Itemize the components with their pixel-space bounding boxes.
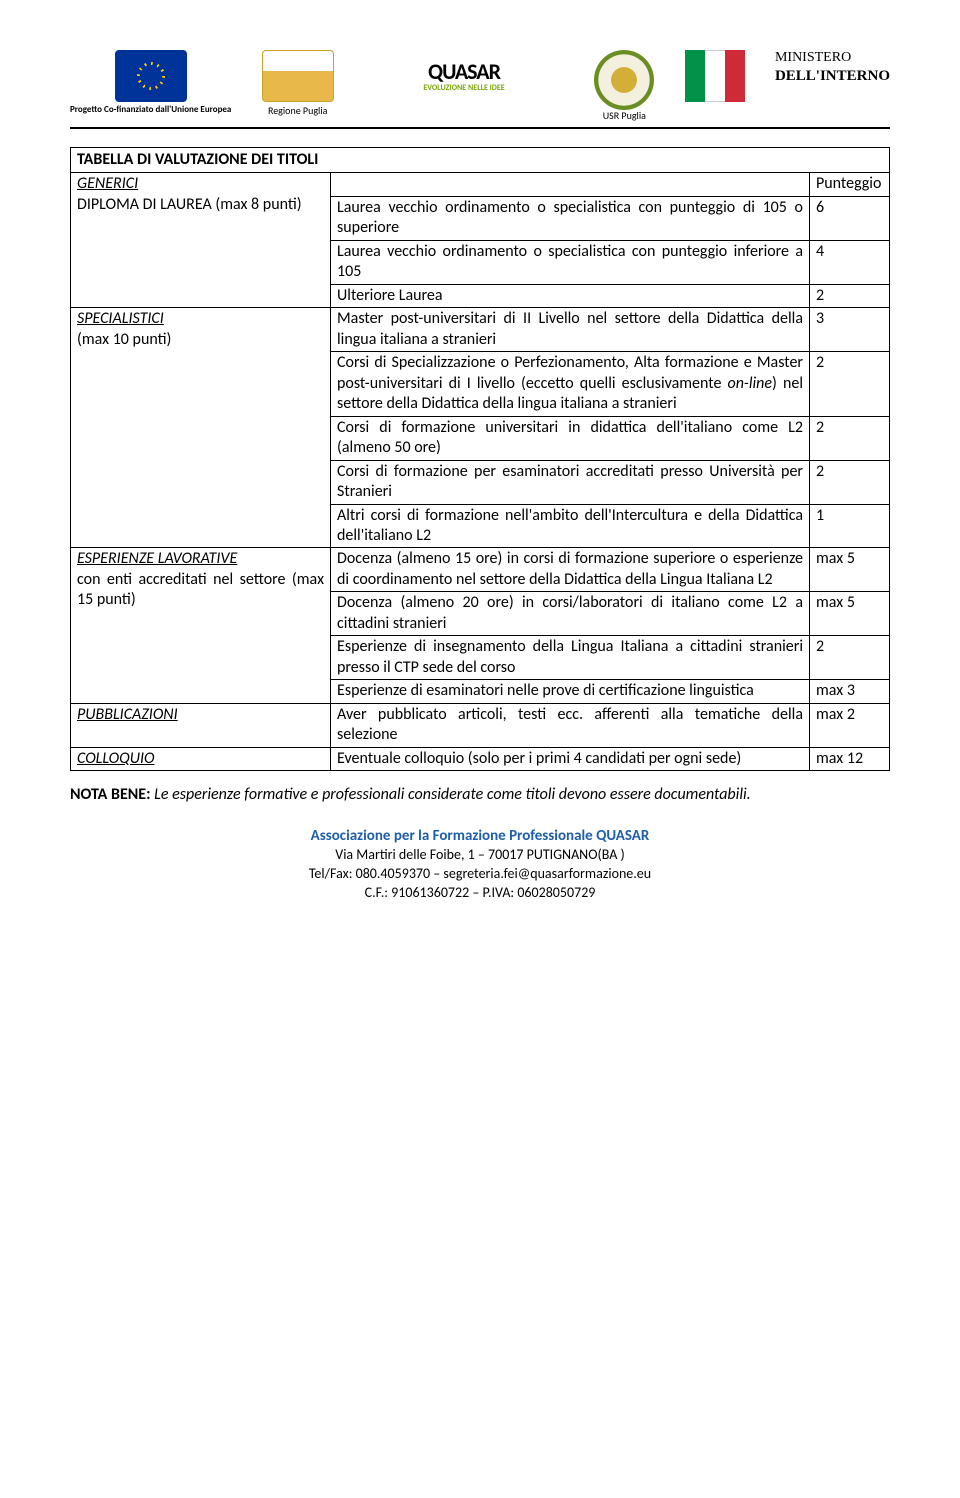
row-desc: Corsi di Specializzazione o Perfezioname… xyxy=(331,352,810,416)
row-pts: 2 xyxy=(810,636,890,680)
tricolore-icon xyxy=(685,50,745,102)
header-logos: Progetto Co-finanziato dall'Unione Europ… xyxy=(70,50,890,129)
punteggio-header: Punteggio xyxy=(810,173,890,196)
row-pts: max 2 xyxy=(810,703,890,747)
row-desc: Altri corsi di formazione nell'ambito de… xyxy=(331,504,810,548)
ministero-l1: MINISTERO xyxy=(775,50,851,65)
row-desc: Corsi di formazione universitari in dida… xyxy=(331,416,810,460)
quasar-text: QUASAR xyxy=(423,60,504,84)
cat-specialistici: SPECIALISTICI (max 10 punti) xyxy=(71,308,331,548)
empty-header-desc xyxy=(331,173,810,196)
footer-assoc: Associazione per la Formazione Professio… xyxy=(70,826,890,846)
row-pts: max 12 xyxy=(810,747,890,770)
footer-addr: Via Martiri delle Foibe, 1 – 70017 PUTIG… xyxy=(70,846,890,865)
cat-pubblicazioni: PUBBLICAZIONI xyxy=(71,703,331,747)
row-pts: max 5 xyxy=(810,592,890,636)
eu-flag-icon xyxy=(115,50,187,102)
row-desc: Laurea vecchio ordinamento o specialisti… xyxy=(331,240,810,284)
row-desc: Docenza (almeno 20 ore) in corsi/laborat… xyxy=(331,592,810,636)
row-pts: 2 xyxy=(810,416,890,460)
cat-spec-sub: (max 10 punti) xyxy=(77,330,171,349)
puglia-caption: Regione Puglia xyxy=(268,105,328,116)
row-desc: Esperienze di esaminatori nelle prove di… xyxy=(331,680,810,703)
logo-puglia: Regione Puglia xyxy=(262,50,334,116)
row-desc: Ulteriore Laurea xyxy=(331,284,810,307)
cat-colloquio: COLLOQUIO xyxy=(71,747,331,770)
logo-tricolore xyxy=(685,50,745,102)
cat-esp-sub: con enti accreditati nel settore (max 15… xyxy=(77,570,324,609)
cat-generici-label: GENERICI xyxy=(77,174,138,193)
usr-caption: USR Puglia xyxy=(603,110,646,121)
row-pts: 2 xyxy=(810,352,890,416)
cat-pub-label: PUBBLICAZIONI xyxy=(77,705,178,724)
row-desc: Aver pubblicato articoli, testi ecc. aff… xyxy=(331,703,810,747)
row-desc: Laurea vecchio ordinamento o specialisti… xyxy=(331,196,810,240)
row-pts: max 5 xyxy=(810,548,890,592)
footer: Associazione per la Formazione Professio… xyxy=(70,826,890,903)
row-pts: 6 xyxy=(810,196,890,240)
row-desc: Esperienze di insegnamento della Lingua … xyxy=(331,636,810,680)
cat-coll-label: COLLOQUIO xyxy=(77,749,154,768)
eu-caption: Progetto Co-finanziato dall'Unione Europ… xyxy=(70,105,231,115)
row-pts: 2 xyxy=(810,460,890,504)
table-title: TABELLA DI VALUTAZIONE DEI TITOLI xyxy=(71,148,890,173)
italia-emblem-icon xyxy=(594,50,654,110)
ministero-l2: DELL'INTERNO xyxy=(775,68,890,84)
valutazione-table: TABELLA DI VALUTAZIONE DEI TITOLI GENERI… xyxy=(70,147,890,771)
cat-esperienze: ESPERIENZE LAVORATIVE con enti accredita… xyxy=(71,548,331,703)
cat-generici: GENERICI DIPLOMA DI LAUREA (max 8 punti) xyxy=(71,173,331,308)
row-pts: 2 xyxy=(810,284,890,307)
row-desc: Eventuale colloquio (solo per i primi 4 … xyxy=(331,747,810,770)
logo-eu: Progetto Co-finanziato dall'Unione Europ… xyxy=(70,50,231,115)
puglia-crest-icon xyxy=(262,50,334,102)
cat-esp-label: ESPERIENZE LAVORATIVE xyxy=(77,549,237,568)
nota-label: NOTA BENE: xyxy=(70,785,151,804)
row-pts: max 3 xyxy=(810,680,890,703)
quasar-sub: EVOLUZIONE NELLE IDEE xyxy=(423,84,504,93)
row-pts: 3 xyxy=(810,308,890,352)
quasar-logo: QUASAR EVOLUZIONE NELLE IDEE xyxy=(374,50,554,102)
nota-bene: NOTA BENE: Le esperienze formative e pro… xyxy=(70,785,890,804)
footer-cf: C.F.: 91061360722 – P.IVA: 06028050729 xyxy=(70,884,890,903)
logo-quasar: QUASAR EVOLUZIONE NELLE IDEE xyxy=(364,50,564,105)
row-desc: Docenza (almeno 15 ore) in corsi di form… xyxy=(331,548,810,592)
cat-spec-label: SPECIALISTICI xyxy=(77,309,164,328)
row-pts: 4 xyxy=(810,240,890,284)
logo-italia: USR Puglia xyxy=(594,50,654,121)
cat-generici-sub: DIPLOMA DI LAUREA (max 8 punti) xyxy=(77,195,302,215)
row-desc: Corsi di formazione per esaminatori accr… xyxy=(331,460,810,504)
row-pts: 1 xyxy=(810,504,890,548)
ministero-label: MINISTERO DELL'INTERNO xyxy=(775,50,890,86)
footer-tel: Tel/Fax: 080.4059370 – segreteria.fei@qu… xyxy=(70,865,890,884)
nota-text: Le esperienze formative e professionali … xyxy=(154,785,751,804)
row-desc: Master post-universitari di II Livello n… xyxy=(331,308,810,352)
